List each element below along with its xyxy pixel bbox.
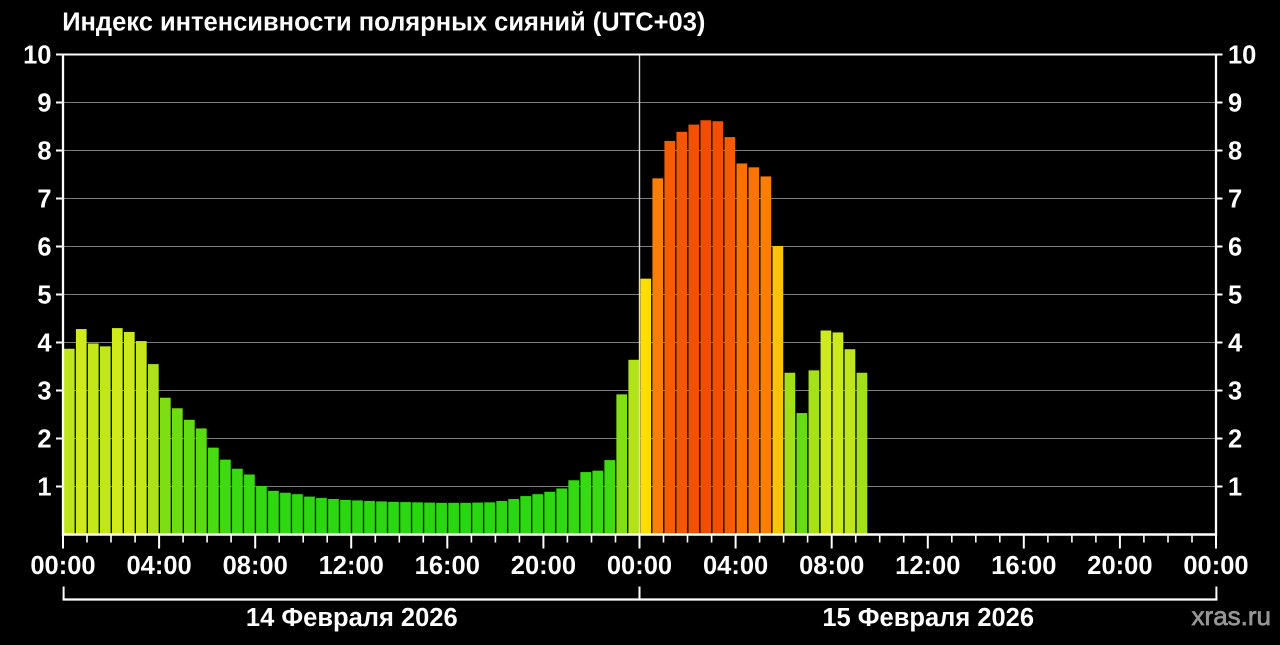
svg-text:1: 1 <box>1228 474 1242 502</box>
svg-text:2: 2 <box>1228 426 1242 454</box>
svg-text:00:00: 00:00 <box>607 552 672 580</box>
svg-text:12:00: 12:00 <box>319 552 384 580</box>
svg-text:5: 5 <box>1228 282 1242 310</box>
svg-text:6: 6 <box>37 234 51 262</box>
svg-text:7: 7 <box>37 186 51 214</box>
svg-text:20:00: 20:00 <box>511 552 576 580</box>
svg-text:08:00: 08:00 <box>799 552 864 580</box>
svg-text:04:00: 04:00 <box>703 552 768 580</box>
svg-text:20:00: 20:00 <box>1087 552 1152 580</box>
svg-text:10: 10 <box>23 42 51 70</box>
svg-text:9: 9 <box>1228 90 1242 118</box>
svg-text:4: 4 <box>37 330 52 358</box>
svg-text:1: 1 <box>37 474 51 502</box>
svg-text:00:00: 00:00 <box>1183 552 1248 580</box>
svg-text:3: 3 <box>37 378 51 406</box>
svg-text:16:00: 16:00 <box>991 552 1056 580</box>
svg-text:3: 3 <box>1228 378 1242 406</box>
svg-text:08:00: 08:00 <box>223 552 288 580</box>
svg-text:Индекс интенсивности полярных: Индекс интенсивности полярных сияний (UT… <box>62 9 705 37</box>
svg-text:14 Февраля 2026: 14 Февраля 2026 <box>246 604 458 632</box>
svg-text:15 Февраля 2026: 15 Февраля 2026 <box>822 604 1034 632</box>
svg-text:12:00: 12:00 <box>895 552 960 580</box>
svg-text:8: 8 <box>37 138 51 166</box>
svg-text:5: 5 <box>37 282 51 310</box>
svg-text:2: 2 <box>37 426 51 454</box>
svg-text:9: 9 <box>37 90 51 118</box>
svg-text:8: 8 <box>1228 138 1242 166</box>
svg-text:4: 4 <box>1228 330 1243 358</box>
svg-text:6: 6 <box>1228 234 1242 262</box>
svg-text:7: 7 <box>1228 186 1242 214</box>
svg-text:00:00: 00:00 <box>30 552 95 580</box>
svg-text:04:00: 04:00 <box>126 552 191 580</box>
svg-text:xras.ru: xras.ru <box>1192 601 1271 631</box>
svg-text:10: 10 <box>1228 42 1256 70</box>
svg-text:16:00: 16:00 <box>415 552 480 580</box>
